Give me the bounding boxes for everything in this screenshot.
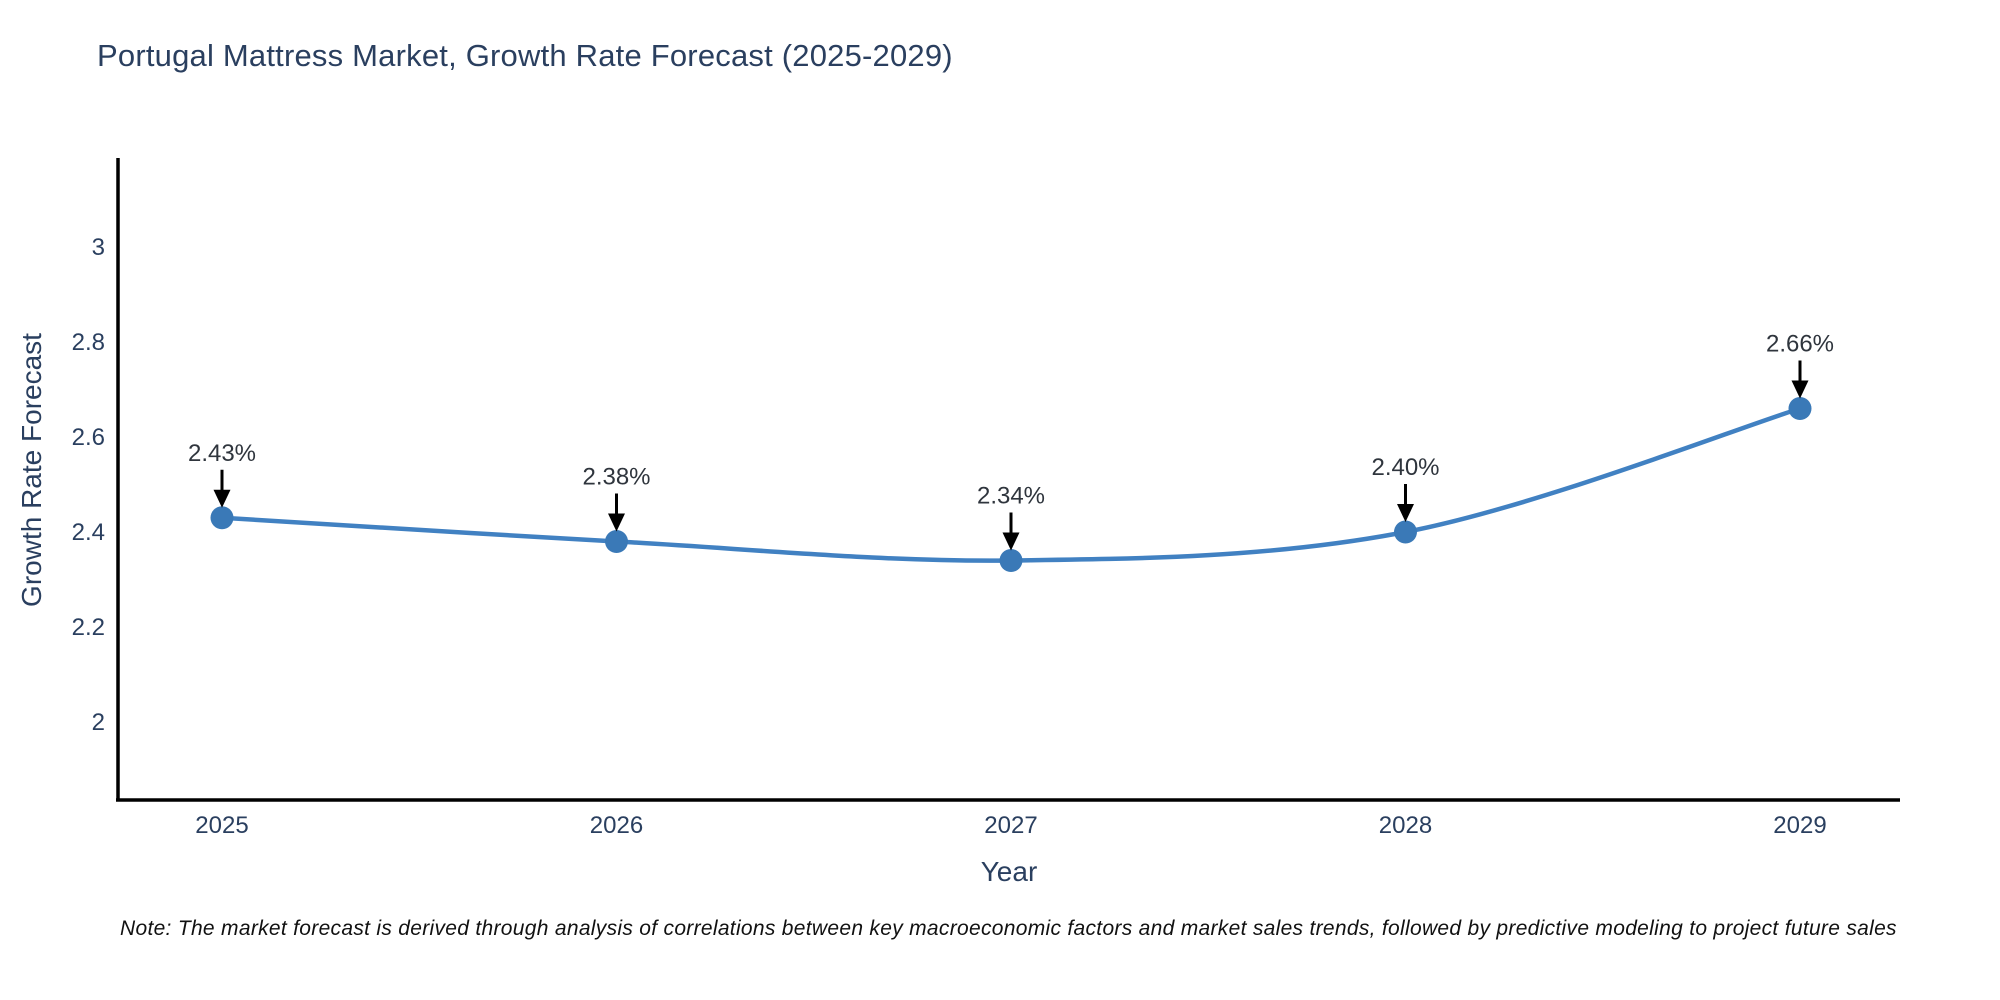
footnote: Note: The market forecast is derived thr…: [120, 917, 1897, 940]
annotation-arrowhead: [213, 489, 231, 508]
y-tick-label: 2.8: [72, 329, 105, 356]
x-tick-label: 2028: [1379, 812, 1432, 839]
data-point-marker[interactable]: [605, 530, 628, 553]
y-tick-label: 2.6: [72, 424, 105, 451]
annotation-arrowhead: [1791, 380, 1809, 399]
annotation-arrowhead: [608, 513, 625, 532]
annotation-label: 2.40%: [1371, 454, 1439, 481]
x-axis-title: Year: [980, 856, 1038, 887]
annotation-label: 2.43%: [188, 440, 256, 467]
x-tick-label: 2029: [1773, 812, 1826, 839]
annotation-arrowhead: [1002, 532, 1020, 551]
x-tick-label: 2026: [590, 812, 643, 839]
annotation-label: 2.38%: [582, 464, 650, 491]
annotation-label: 2.66%: [1766, 331, 1834, 358]
y-axis-title-wrap: Growth Rate Forecast: [12, 0, 52, 940]
y-tick-label: 2: [92, 709, 105, 736]
x-tick-label: 2025: [195, 812, 248, 839]
data-point-marker[interactable]: [999, 549, 1023, 572]
data-point-marker[interactable]: [1394, 520, 1417, 544]
data-point-marker[interactable]: [1788, 397, 1812, 420]
chart-title: Portugal Mattress Market, Growth Rate Fo…: [97, 38, 953, 73]
annotation-arrowhead: [1397, 504, 1414, 522]
y-tick-label: 2.2: [72, 614, 105, 641]
data-point-marker[interactable]: [210, 506, 234, 530]
y-tick-label: 3: [92, 234, 105, 261]
annotation-label: 2.34%: [977, 483, 1045, 510]
x-tick-label: 2027: [984, 812, 1037, 839]
y-axis-title: Growth Rate Forecast: [16, 333, 47, 607]
y-tick-label: 2.4: [72, 519, 105, 546]
